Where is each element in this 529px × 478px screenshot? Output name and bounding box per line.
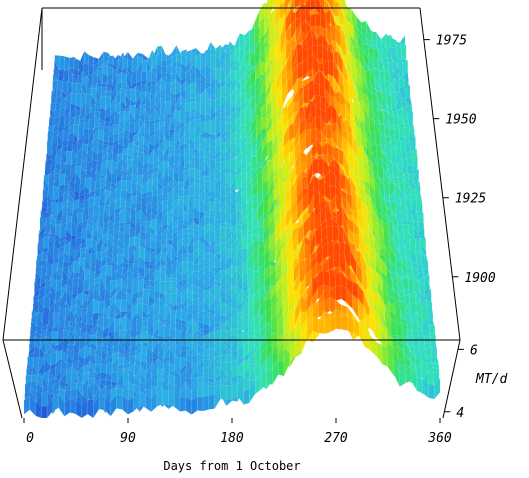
surface-cell: [339, 173, 346, 191]
surface-cell: [401, 44, 407, 62]
surface-cell: [288, 123, 295, 141]
surface-cell: [209, 120, 216, 137]
surface-cell: [210, 54, 216, 70]
surface-cell: [312, 158, 319, 174]
surface-cell: [297, 62, 303, 79]
surface-cell: [289, 0, 291, 2]
surface-cell: [330, 26, 337, 43]
surface-cell: [66, 150, 72, 166]
surface-cell: [328, 59, 334, 77]
surface-plot: [23, 0, 441, 419]
surface-cell: [92, 298, 99, 316]
surface-cell: [263, 2, 270, 19]
surface-cell: [317, 44, 324, 61]
surface-cell: [333, 1, 339, 17]
surface-cell: [303, 88, 310, 104]
surface-cell: [51, 201, 58, 217]
surface-cell: [59, 55, 65, 71]
surface-cell: [318, 158, 324, 174]
